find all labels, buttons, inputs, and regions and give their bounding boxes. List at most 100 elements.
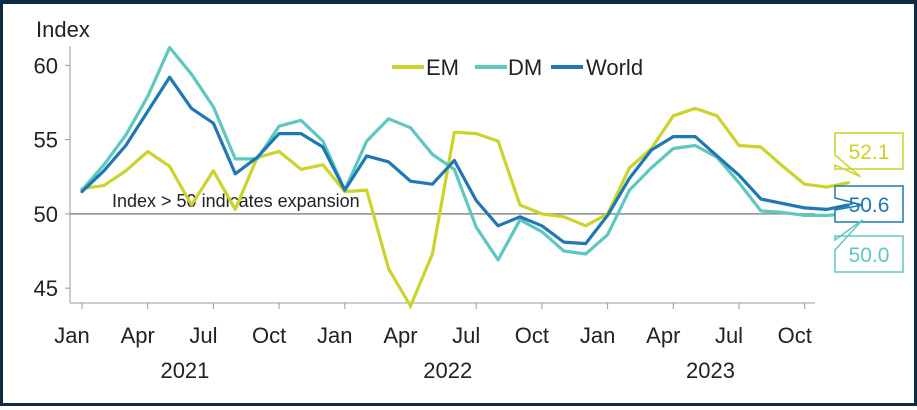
data-point-dm [825, 214, 828, 217]
data-point-dm [737, 181, 741, 184]
reference-line-label: Index > 50 indicates expansion [112, 191, 360, 211]
data-point-dm [606, 233, 609, 236]
data-point-em [562, 215, 565, 218]
end-label-box [834, 219, 904, 273]
data-point-dm [584, 252, 587, 256]
x-tick-label: Jul [189, 323, 217, 348]
data-point-world [759, 197, 763, 201]
data-point-dm [321, 139, 325, 143]
series-line-em [80, 106, 851, 308]
x-tick-label: Apr [121, 323, 155, 348]
data-point-world [694, 135, 697, 138]
y-tick-label: 45 [34, 276, 58, 301]
data-point-dm [650, 166, 653, 169]
data-point-em [124, 169, 128, 172]
data-point-world [190, 107, 193, 110]
x-tick-label: Jul [452, 323, 480, 348]
data-point-world [168, 76, 171, 79]
data-point-dm [277, 125, 281, 128]
data-point-em [672, 114, 675, 118]
end-label-box [834, 185, 904, 223]
data-point-em [715, 114, 719, 118]
data-point-dm [124, 133, 128, 137]
data-point-dm [299, 119, 303, 122]
data-point-dm [518, 218, 522, 221]
data-point-world [343, 188, 346, 192]
data-point-world [584, 242, 587, 245]
legend-label-em: EM [426, 55, 459, 80]
legend-label-world: World [586, 55, 643, 80]
data-point-world [540, 224, 544, 227]
data-point-world [737, 174, 741, 177]
data-point-em [518, 203, 522, 207]
end-label-value: 50.0 [849, 244, 890, 267]
data-point-em [102, 184, 106, 187]
data-point-em [847, 181, 850, 184]
legend: EM DM World [392, 55, 643, 80]
data-point-world [518, 215, 522, 218]
data-point-world [475, 199, 478, 202]
data-point-world [299, 132, 303, 135]
end-label-value: 50.6 [849, 194, 890, 217]
data-point-world [365, 154, 368, 158]
data-point-world [146, 110, 149, 113]
data-point-world [803, 206, 806, 210]
x-tick-label: Oct [515, 323, 549, 348]
data-point-dm [102, 163, 106, 166]
line-chart: Index 45 50 55 60 Jan Apr Jul Oct Jan Apr Jul Oct Ja… [34, 17, 904, 383]
axes: 45 50 55 60 Jan Apr Jul Oct Jan Apr Jul Oct Jan Apr Ju… [34, 46, 815, 383]
data-point-dm [803, 214, 806, 217]
data-point-dm [672, 147, 675, 150]
x-tick-label: Jan [54, 323, 89, 348]
end-label-value: 52.1 [849, 141, 890, 164]
data-point-em [365, 188, 368, 192]
data-point-world [321, 145, 325, 149]
data-point-dm [759, 209, 763, 213]
data-point-world [650, 148, 653, 152]
data-point-world [234, 172, 237, 175]
data-point-em [212, 169, 215, 172]
data-point-em [146, 150, 149, 153]
data-point-world [80, 190, 84, 193]
x-year-label: 2023 [686, 358, 735, 383]
data-point-em [277, 150, 281, 153]
x-tick-label: Oct [778, 323, 812, 348]
data-point-em [825, 185, 828, 189]
legend-label-dm: DM [508, 55, 542, 80]
data-point-dm [562, 249, 565, 253]
data-point-world [277, 132, 281, 135]
data-point-dm [475, 226, 478, 229]
data-point-world [409, 180, 412, 183]
data-point-world [628, 177, 631, 180]
data-point-dm [190, 73, 193, 76]
data-point-em [584, 224, 587, 227]
data-point-world [781, 202, 784, 205]
end-labels: 52.1 50.6 50.0 [834, 132, 904, 273]
y-tick-label: 60 [34, 53, 58, 78]
data-point-em [759, 145, 763, 149]
series-line-dm [80, 45, 851, 262]
data-point-em [628, 166, 631, 169]
data-point-world [256, 156, 259, 159]
data-point-em [321, 163, 325, 166]
data-point-world [212, 122, 215, 125]
x-year-label: 2022 [423, 358, 472, 383]
data-point-em [803, 183, 806, 186]
data-point-world [825, 208, 828, 211]
y-tick-label: 50 [34, 202, 58, 227]
x-tick-label: Oct [252, 323, 286, 348]
y-axis-title: Index [36, 17, 90, 42]
data-point-dm [694, 144, 697, 147]
data-point-dm [781, 211, 784, 214]
series-line-world [80, 75, 851, 246]
data-point-dm [431, 153, 434, 156]
data-point-em [737, 144, 741, 147]
data-point-em [496, 139, 500, 143]
data-point-world [431, 183, 434, 186]
data-point-em [694, 107, 697, 110]
data-point-dm [496, 258, 500, 262]
data-point-em [475, 132, 478, 135]
data-point-em [540, 212, 544, 216]
data-point-em [781, 165, 784, 168]
